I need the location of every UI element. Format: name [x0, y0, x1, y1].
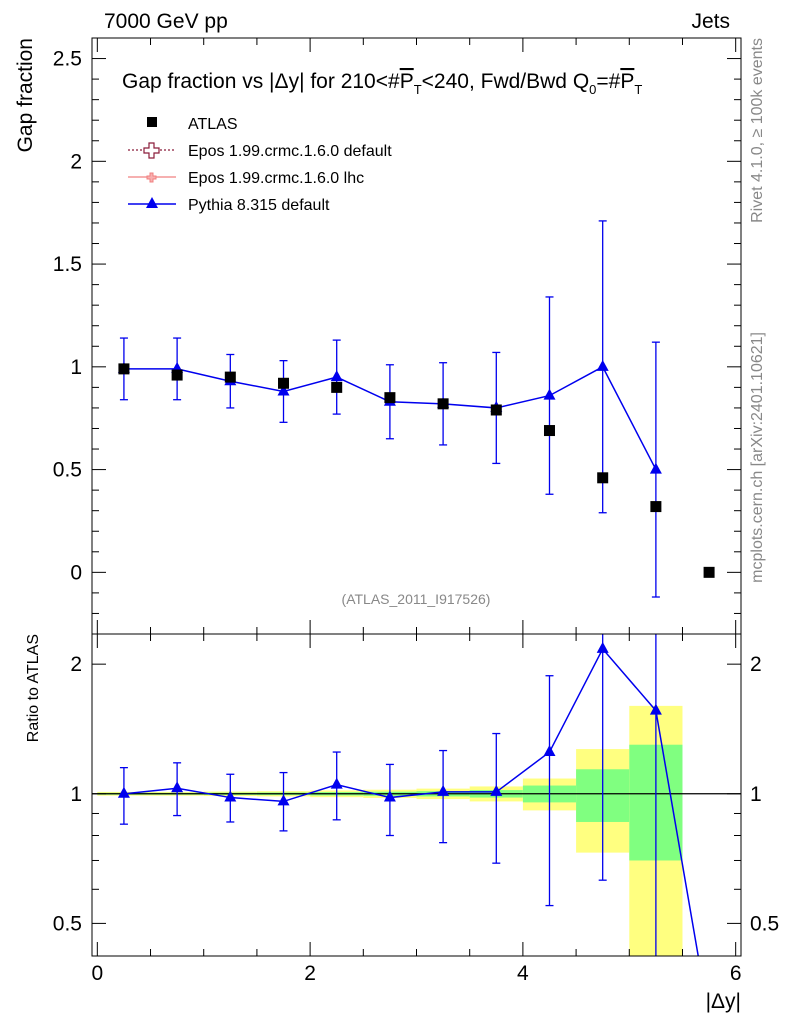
legend-epos-default-cross-icon: [143, 142, 160, 159]
atlas-point: [597, 472, 609, 484]
main-y-tick-label: 0: [70, 561, 82, 584]
ratio-point: [330, 777, 343, 789]
legend-epos-lhc-cross-icon: [146, 172, 157, 183]
atlas-point: [703, 566, 715, 578]
atlas-point: [171, 369, 183, 381]
x-tick-label: 0: [91, 962, 103, 985]
x-tick-label: 2: [304, 962, 316, 985]
legend-pythia-triangle-icon: [146, 197, 158, 208]
ratio-point: [649, 703, 662, 715]
ratio-data-layer: [117, 634, 699, 957]
rivet-version-label: Rivet 4.1.0, ≥ 100k events: [749, 38, 766, 223]
x-tick-label: 6: [730, 962, 742, 985]
main-y-axis-label: Gap fraction: [14, 38, 37, 152]
ratio-y-tick-label-left: 1: [70, 783, 82, 806]
pythia-point: [649, 462, 662, 474]
ratio-axis-ticks: 0.5 0.5 1 1 2 2 0 2 4 6: [53, 634, 779, 985]
ratio-y-axis-label: Ratio to ATLAS: [25, 634, 42, 742]
atlas-point: [118, 363, 130, 375]
ratio-point: [224, 790, 237, 802]
atlas-point: [490, 404, 502, 416]
main-y-tick-label: 2: [70, 150, 82, 173]
mcplots-label: mcplots.cern.ch [arXiv:2401.10621]: [749, 332, 766, 583]
legend-atlas-square-icon: [147, 117, 157, 127]
atlas-point: [650, 501, 662, 513]
main-y-tick-label: 2.5: [53, 48, 82, 71]
pythia-point: [543, 388, 556, 400]
ratio-y-tick-label-right: 0.5: [750, 912, 779, 935]
atlas-point: [543, 425, 555, 437]
ratio-y-tick-label-right: 1: [750, 783, 762, 806]
pythia-point: [330, 370, 343, 382]
ratio-y-tick-label-left: 2: [70, 653, 82, 676]
ratio-point: [543, 745, 556, 757]
atlas-point: [384, 392, 396, 404]
ratio-point: [277, 794, 290, 806]
header-energy: 7000 GeV pp: [104, 10, 228, 33]
atlas-point: [224, 371, 236, 383]
x-tick-label: 4: [517, 962, 529, 985]
ratio-y-tick-label-right: 2: [750, 653, 762, 676]
legend-atlas-label: ATLAS: [188, 116, 238, 133]
ratio-point: [171, 781, 184, 793]
legend-pythia-label: Pythia 8.315 default: [188, 197, 330, 214]
main-y-tick-label: 0.5: [53, 459, 82, 482]
main-data-layer: [117, 220, 715, 598]
ratio-series-line: [123, 647, 699, 957]
legend-item-pythia: Pythia 8.315 default: [128, 197, 330, 214]
main-y-tick-label: 1: [70, 356, 82, 379]
ratio-point: [490, 784, 503, 796]
ratio-point: [383, 790, 396, 802]
chart-title: Gap fraction vs |Δy| for 210<#PT<240, Fw…: [122, 70, 642, 97]
legend-item-atlas: ATLAS: [147, 116, 238, 133]
legend: ATLAS Epos 1.99.crmc.1.6.0 default Epos …: [128, 116, 392, 214]
legend-item-epos-lhc: Epos 1.99.crmc.1.6.0 lhc: [128, 170, 364, 187]
ratio-point: [596, 641, 609, 653]
header-process: Jets: [691, 10, 730, 33]
ratio-point: [437, 784, 450, 796]
legend-epos-lhc-label: Epos 1.99.crmc.1.6.0 lhc: [188, 170, 364, 187]
pythia-point: [596, 359, 609, 371]
ratio-panel: 0.5 0.5 1 1 2 2 0 2 4 6 Ratio to ATLAS |Δy|: [25, 633, 779, 1013]
atlas-point: [331, 381, 343, 393]
x-axis-label: |Δy|: [706, 990, 741, 1013]
main-panel: 0 0.5 1 1.5 2 2.5 Gap fraction Gap fraction v…: [14, 37, 742, 635]
ratio-y-tick-label-left: 0.5: [53, 912, 82, 935]
legend-epos-default-label: Epos 1.99.crmc.1.6.0 default: [188, 143, 392, 160]
ratio-point: [117, 786, 130, 798]
main-axis-ticks: 0 0.5 1 1.5 2 2.5: [53, 38, 741, 634]
main-y-tick-label: 1.5: [53, 253, 82, 276]
analysis-watermark: (ATLAS_2011_I917526): [342, 591, 491, 607]
legend-item-epos-default: Epos 1.99.crmc.1.6.0 default: [128, 142, 392, 160]
atlas-point: [278, 377, 290, 389]
atlas-point: [437, 398, 449, 410]
pythia-point: [277, 384, 290, 396]
